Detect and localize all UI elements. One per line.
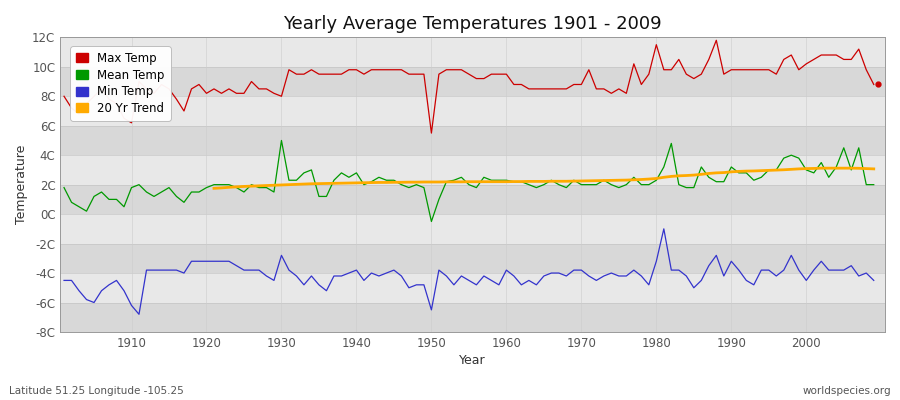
Bar [60, 185, 885, 214]
Text: Latitude 51.25 Longitude -105.25: Latitude 51.25 Longitude -105.25 [9, 386, 184, 396]
Bar [60, 273, 885, 302]
Bar [60, 302, 885, 332]
Bar [60, 67, 885, 96]
Text: worldspecies.org: worldspecies.org [803, 386, 891, 396]
X-axis label: Year: Year [459, 354, 486, 367]
Y-axis label: Temperature: Temperature [15, 145, 28, 224]
Bar [60, 96, 885, 126]
Bar [60, 214, 885, 244]
Bar [60, 155, 885, 185]
Bar [60, 126, 885, 155]
Title: Yearly Average Temperatures 1901 - 2009: Yearly Average Temperatures 1901 - 2009 [284, 15, 662, 33]
Bar [60, 244, 885, 273]
Legend: Max Temp, Mean Temp, Min Temp, 20 Yr Trend: Max Temp, Mean Temp, Min Temp, 20 Yr Tre… [70, 46, 171, 121]
Bar [60, 37, 885, 67]
